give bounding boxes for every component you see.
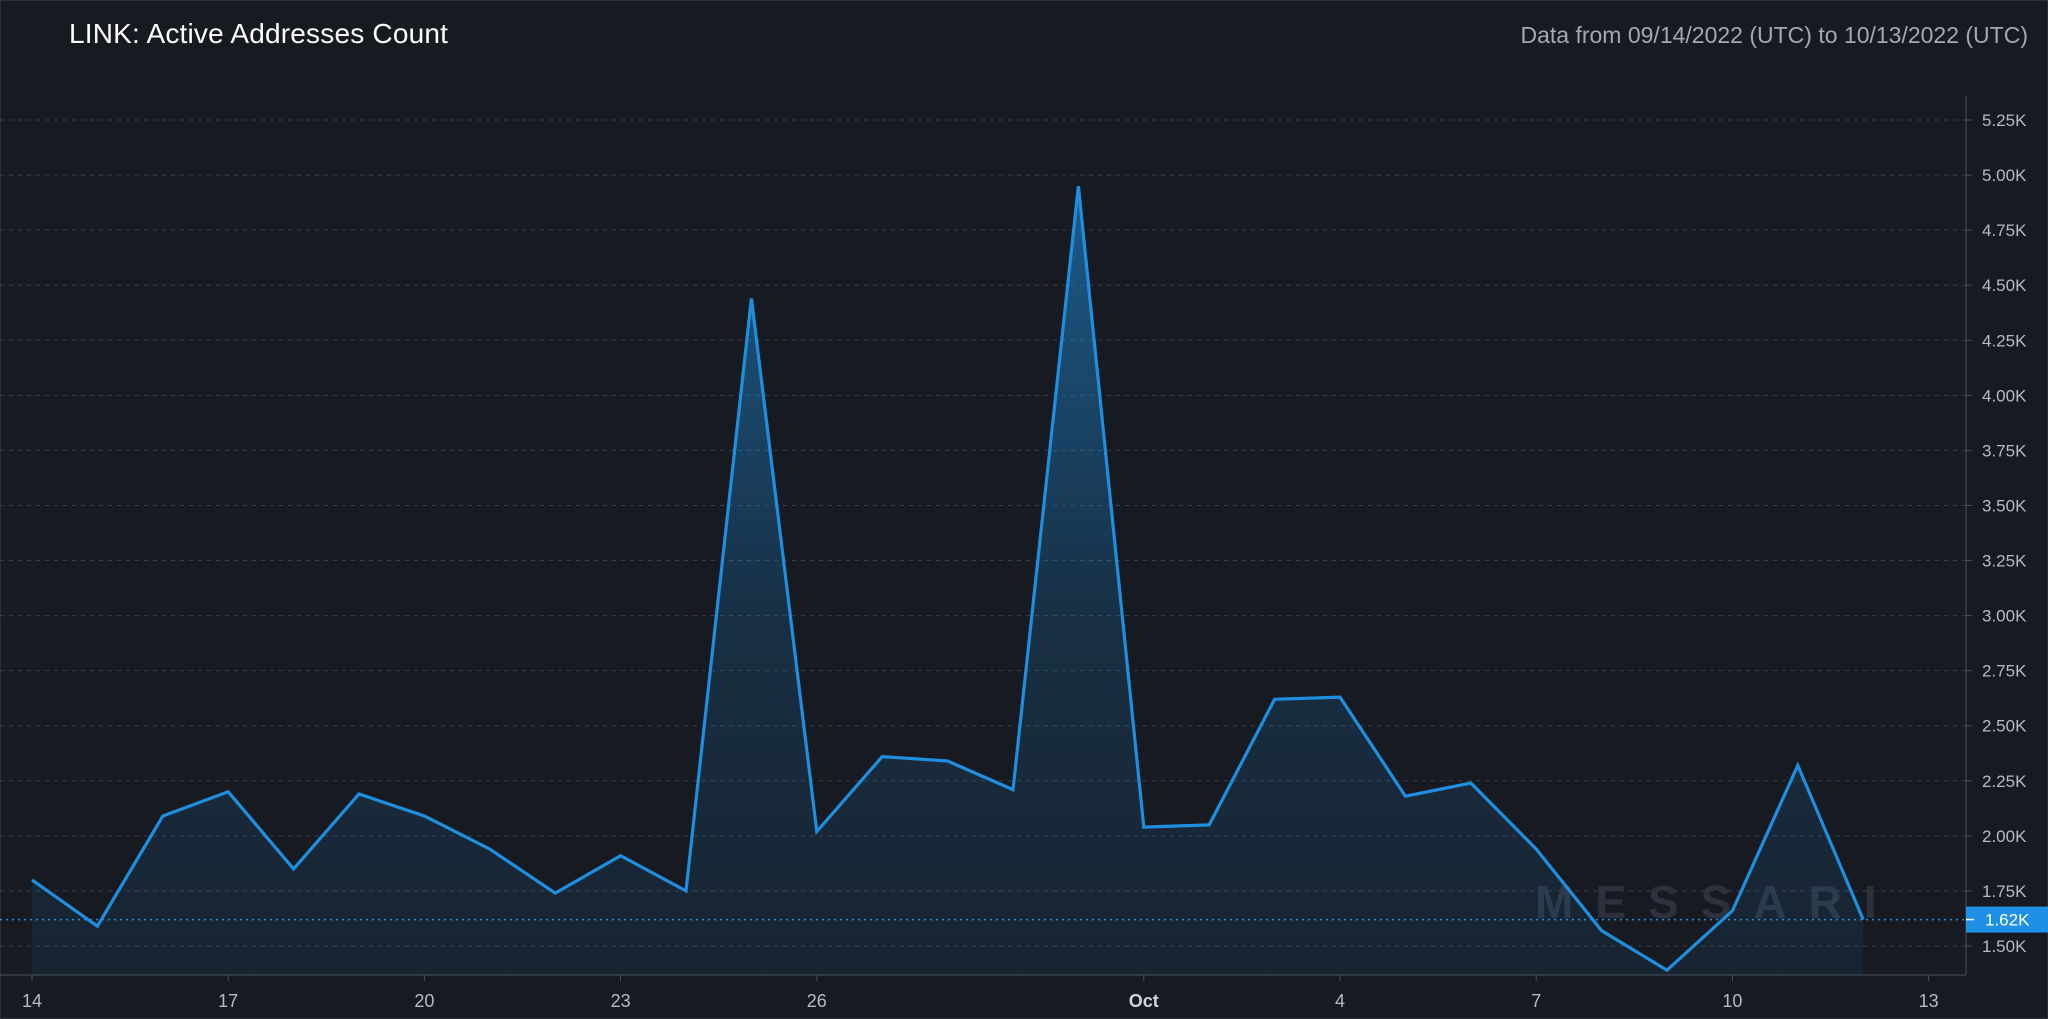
x-tick-label: 20	[414, 991, 434, 1011]
y-tick-label: 2.00K	[1982, 827, 2027, 846]
grid-lines	[0, 119, 1966, 947]
x-axis-ticks: 14 17 20 23 26 Oct 4 7 10 13	[22, 975, 1939, 1011]
last-value-marker: 1.62K	[0, 906, 2048, 933]
x-tick-label: 13	[1919, 991, 1939, 1011]
x-tick-label: 23	[611, 991, 631, 1011]
x-tick-label: 26	[807, 991, 827, 1011]
y-tick-label: 3.00K	[1982, 607, 2027, 626]
series-layer	[31, 185, 1865, 976]
y-tick-label: 1.50K	[1982, 937, 2027, 956]
y-tick-label: 3.75K	[1982, 441, 2027, 460]
y-tick-label: 3.25K	[1982, 552, 2027, 571]
y-tick-label: 2.25K	[1982, 772, 2027, 791]
series-area	[32, 186, 1864, 976]
x-tick-label: 7	[1531, 991, 1541, 1011]
y-tick-label: 4.50K	[1982, 276, 2027, 295]
y-tick-label: 5.00K	[1982, 166, 2027, 185]
y-axis-ticks: 1.50K 1.75K 2.00K 2.25K 2.50K 2.75K 3.00K 3.25K…	[1966, 111, 2027, 956]
y-tick-label: 4.25K	[1982, 331, 2027, 350]
last-value-badge	[1966, 906, 2048, 933]
x-tick-label: 14	[22, 991, 42, 1011]
x-tick-label: 10	[1722, 991, 1742, 1011]
x-tick-label: 4	[1335, 991, 1345, 1011]
y-tick-label: 4.00K	[1982, 386, 2027, 405]
y-tick-label: 2.75K	[1982, 662, 2027, 681]
date-range-label: Data from 09/14/2022 (UTC) to 10/13/2022…	[1520, 22, 2028, 48]
x-tick-label: 17	[218, 991, 238, 1011]
chart-title: LINK: Active Addresses Count	[69, 18, 449, 49]
y-tick-label: 1.75K	[1982, 882, 2027, 901]
y-tick-label: 3.50K	[1982, 496, 2027, 515]
y-tick-label: 4.75K	[1982, 221, 2027, 240]
x-tick-label: Oct	[1129, 991, 1159, 1011]
y-tick-label: 2.50K	[1982, 717, 2027, 736]
y-tick-label: 5.25K	[1982, 111, 2027, 130]
last-value-label: 1.62K	[1985, 911, 2030, 930]
